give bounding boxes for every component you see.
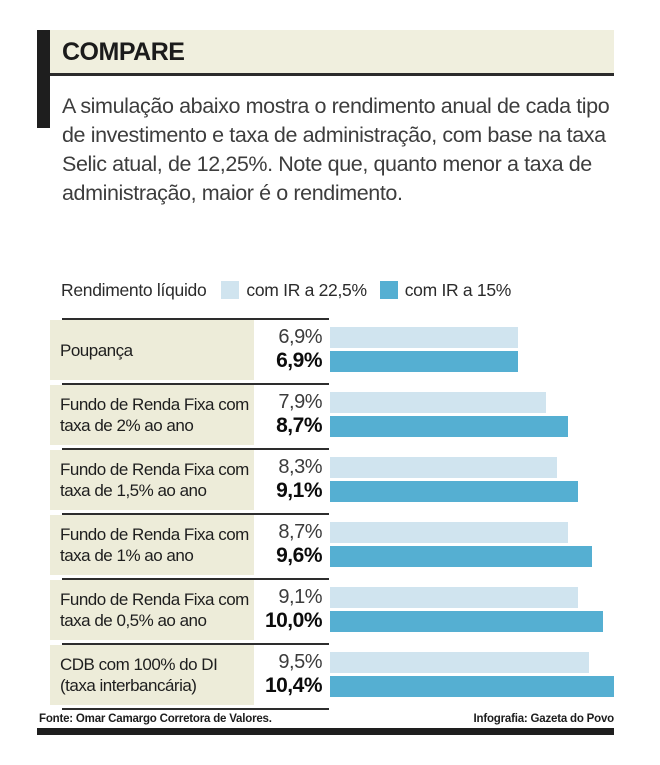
bar-ir15: [330, 481, 578, 502]
value-ir15: 10,4%: [264, 674, 323, 697]
chart-row: Fundo de Renda Fixa com taxa de 1,5% ao …: [0, 448, 660, 513]
infographic-credit: Infografia: Gazeta do Povo: [473, 713, 615, 725]
row-separator: [62, 643, 329, 645]
legend-swatch-ir15-icon: [379, 281, 398, 299]
intro-text: A simulação abaixo mostra o rendimento a…: [62, 94, 610, 205]
chart-row: CDB com 100% do DI (taxa interbancária) …: [0, 643, 660, 708]
bar-ir15: [330, 416, 568, 437]
value-ir15: 10,0%: [264, 609, 323, 632]
value-ir15: 9,1%: [276, 479, 322, 502]
bar-ir15: [330, 351, 518, 372]
chart-legend: Rendimento líquido com IR a 22,5% com IR…: [61, 279, 511, 301]
chart: Poupança 6,9% 6,9% Fundo de Renda Fixa c…: [0, 318, 660, 710]
row-separator: [62, 448, 329, 450]
bottom-rule: [37, 728, 614, 735]
value-ir22: 8,7%: [278, 521, 322, 543]
value-ir22: 9,5%: [278, 651, 322, 673]
value-ir15: 9,6%: [276, 544, 322, 567]
bar-ir22: [330, 327, 518, 348]
bar-ir22: [330, 652, 589, 673]
bar-ir22: [330, 522, 568, 543]
bar-ir22: [330, 587, 578, 608]
row-separator: [62, 318, 329, 320]
chart-row: Fundo de Renda Fixa com taxa de 1% ao an…: [0, 513, 660, 578]
row-label: CDB com 100% do DI (taxa interbancária): [50, 645, 254, 705]
chart-row: Fundo de Renda Fixa com taxa de 0,5% ao …: [0, 578, 660, 643]
chart-row: Fundo de Renda Fixa com taxa de 2% ao an…: [0, 383, 660, 448]
header: COMPARE: [50, 30, 614, 76]
row-label: Fundo de Renda Fixa com taxa de 1% ao an…: [50, 515, 254, 575]
row-separator: [62, 513, 329, 515]
source-credit: Fonte: Omar Camargo Corretora de Valores…: [39, 713, 272, 725]
row-separator: [62, 578, 329, 580]
value-ir22: 6,9%: [278, 326, 322, 348]
bar-ir15: [330, 611, 603, 632]
row-label: Poupança: [50, 320, 254, 380]
legend-swatch-ir22-icon: [221, 281, 240, 299]
value-ir15: 6,9%: [276, 349, 322, 372]
row-separator: [62, 383, 329, 385]
bar-ir22: [330, 457, 557, 478]
row-label: Fundo de Renda Fixa com taxa de 2% ao an…: [50, 385, 254, 445]
row-label: Fundo de Renda Fixa com taxa de 0,5% ao …: [50, 580, 254, 640]
value-ir22: 9,1%: [278, 586, 322, 608]
chart-row: Poupança 6,9% 6,9%: [0, 318, 660, 383]
bar-ir22: [330, 392, 546, 413]
bar-ir15: [330, 676, 614, 697]
page-title: COMPARE: [62, 38, 185, 66]
bar-ir15: [330, 546, 592, 567]
legend-title: Rendimento líquido: [61, 279, 207, 300]
legend-label-ir22: com IR a 22,5%: [246, 279, 367, 300]
chart-end-separator: [62, 708, 329, 710]
legend-label-ir15: com IR a 15%: [404, 279, 512, 300]
value-ir22: 8,3%: [278, 456, 322, 478]
value-ir22: 7,9%: [278, 391, 322, 413]
value-ir15: 8,7%: [276, 414, 322, 437]
row-label: Fundo de Renda Fixa com taxa de 1,5% ao …: [50, 450, 254, 510]
accent-bar: [37, 30, 50, 128]
